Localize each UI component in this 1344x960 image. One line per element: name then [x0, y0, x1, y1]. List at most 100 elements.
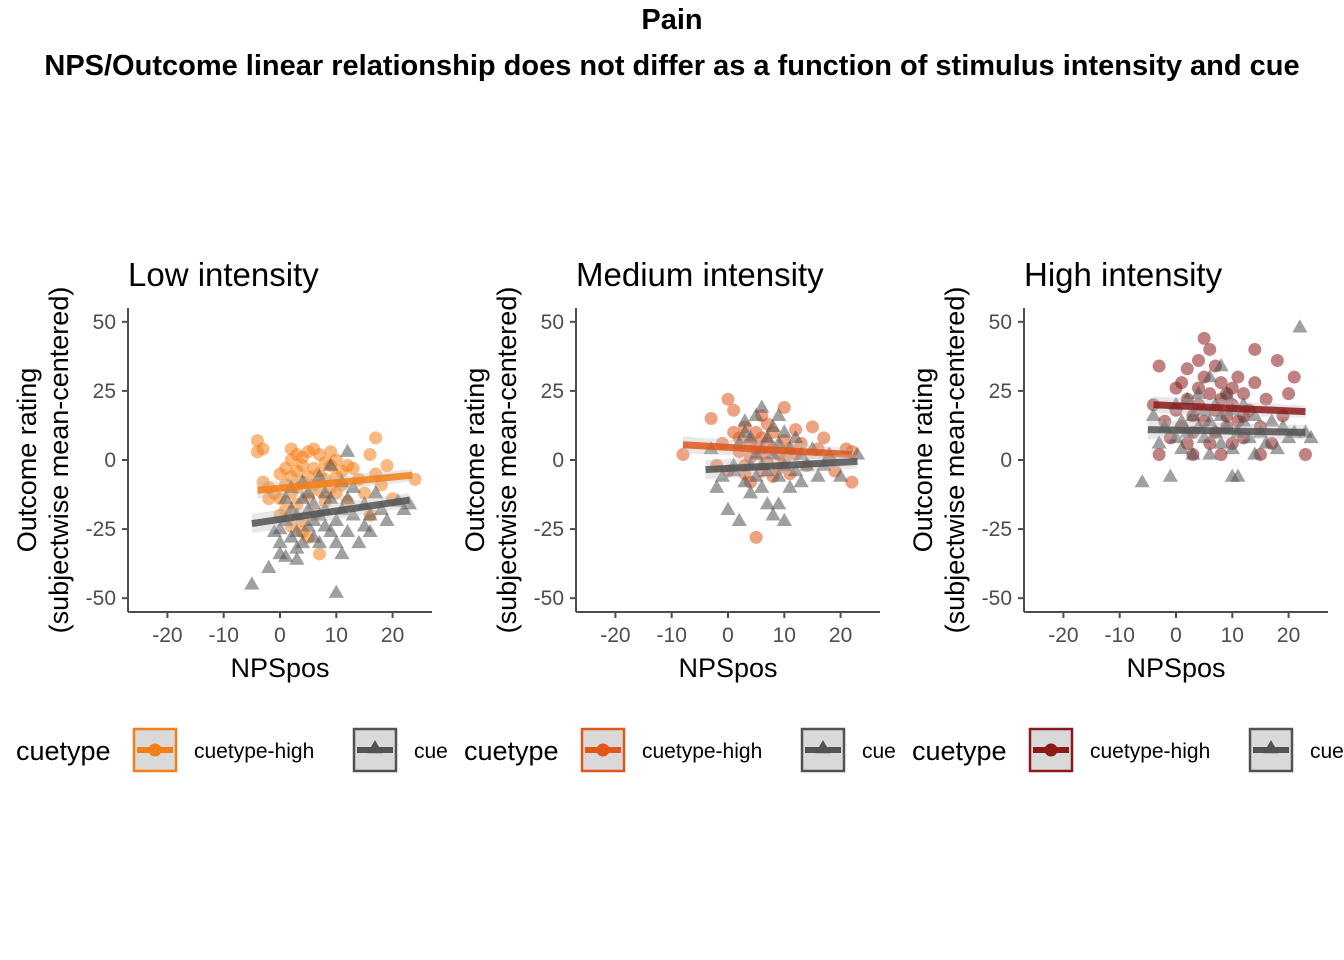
- data-point: [306, 496, 322, 510]
- data-point: [339, 490, 356, 504]
- series-cuetype-low: [244, 443, 418, 598]
- data-point: [362, 523, 378, 538]
- data-point: [817, 431, 831, 445]
- data-point: [1202, 413, 1218, 427]
- data-point: [1185, 446, 1201, 460]
- legend: cuetype: [16, 727, 398, 773]
- y-axis-label: Outcome rating: [908, 368, 938, 553]
- y-tick-label: -50: [982, 587, 1012, 610]
- data-point: [289, 523, 305, 538]
- data-point: [345, 479, 361, 493]
- data-point: [1196, 429, 1212, 444]
- data-point: [1185, 407, 1201, 421]
- data-point: [845, 475, 859, 489]
- y-tick-label: 25: [989, 380, 1012, 403]
- data-point: [1248, 342, 1262, 356]
- x-tick-label: 0: [274, 624, 286, 647]
- x-tick-label: -10: [1105, 624, 1135, 647]
- data-point: [765, 507, 781, 521]
- data-point: [810, 468, 826, 482]
- data-point: [363, 447, 377, 461]
- data-point: [1203, 387, 1217, 401]
- data-point: [278, 490, 294, 504]
- data-point: [748, 407, 764, 421]
- data-point: [1258, 435, 1274, 449]
- data-point: [1180, 362, 1194, 376]
- data-point: [765, 418, 781, 433]
- data-point: [272, 534, 288, 549]
- data-point: [328, 584, 344, 598]
- data-point: [1303, 429, 1319, 444]
- data-point: [328, 512, 344, 526]
- data-point: [1292, 319, 1308, 333]
- data-point: [704, 412, 718, 426]
- y-axis-label: Outcome rating: [460, 368, 490, 553]
- x-tick-label: 10: [773, 624, 796, 647]
- y-tick-label: 50: [93, 311, 116, 334]
- data-point: [1192, 354, 1206, 368]
- data-point: [776, 512, 792, 526]
- data-point: [1270, 354, 1284, 368]
- data-point: [369, 431, 383, 445]
- data-point: [742, 485, 759, 499]
- data-point: [346, 461, 360, 475]
- y-tick-label: -25: [86, 518, 116, 541]
- data-point: [323, 457, 339, 471]
- y-tick-label: -25: [982, 518, 1012, 541]
- data-point: [737, 413, 753, 427]
- data-point: [776, 424, 792, 438]
- legend-title: cuetype: [16, 736, 111, 766]
- x-tick-label: -10: [209, 624, 239, 647]
- data-point: [714, 468, 730, 482]
- x-axis-label: NPSpos: [678, 653, 777, 683]
- data-point: [1213, 435, 1229, 449]
- y-tick-label: 50: [541, 311, 564, 334]
- y-tick-label: 0: [1000, 449, 1012, 472]
- legend-labels: cuetype-high cuetype-low: [642, 740, 896, 763]
- data-point: [787, 463, 804, 477]
- data-point: [1235, 413, 1252, 427]
- data-point: [1214, 376, 1228, 390]
- x-tick-label: -20: [1048, 624, 1078, 647]
- x-tick-label: 20: [381, 624, 404, 647]
- x-axis-label: NPSpos: [1126, 653, 1225, 683]
- data-point: [793, 474, 809, 488]
- data-point: [328, 534, 344, 549]
- data-point: [1152, 447, 1166, 461]
- x-tick-label: 20: [829, 624, 852, 647]
- x-tick-label: 0: [1170, 624, 1182, 647]
- regression-line: [1153, 401, 1306, 416]
- data-point: [272, 545, 288, 560]
- data-point: [759, 429, 776, 444]
- data-point: [323, 523, 339, 538]
- data-point: [334, 545, 350, 560]
- y-axis-label: Outcome rating: [12, 368, 42, 553]
- legend-labels: cuetype-high cuetype-low: [194, 740, 448, 763]
- data-point: [771, 468, 787, 482]
- data-point: [1152, 359, 1166, 373]
- data-point: [748, 468, 764, 482]
- data-point: [742, 429, 759, 444]
- data-point: [787, 429, 804, 444]
- data-point: [1174, 413, 1190, 427]
- legend-key-marker: [1263, 740, 1279, 754]
- data-point: [771, 407, 787, 421]
- legend-key-marker: [367, 740, 383, 754]
- data-point: [1237, 387, 1251, 401]
- legend-label: cuetype-low: [1310, 740, 1344, 763]
- legend: cuetype: [912, 727, 1294, 773]
- data-point: [311, 534, 328, 549]
- data-point: [312, 547, 326, 561]
- panel-title: Medium intensity: [576, 256, 824, 293]
- chart-subtitle: NPS/Outcome linear relationship does not…: [44, 50, 1300, 82]
- regression-line: [705, 457, 858, 474]
- data-point: [261, 559, 277, 573]
- legend-key-marker: [815, 740, 831, 754]
- data-point: [1259, 392, 1273, 406]
- legend-label: cuetype-high: [642, 740, 762, 763]
- x-tick-label: 0: [722, 624, 734, 647]
- data-point: [771, 496, 787, 510]
- data-point: [1230, 468, 1246, 482]
- y-tick-label: -50: [534, 587, 564, 610]
- data-point: [362, 507, 378, 521]
